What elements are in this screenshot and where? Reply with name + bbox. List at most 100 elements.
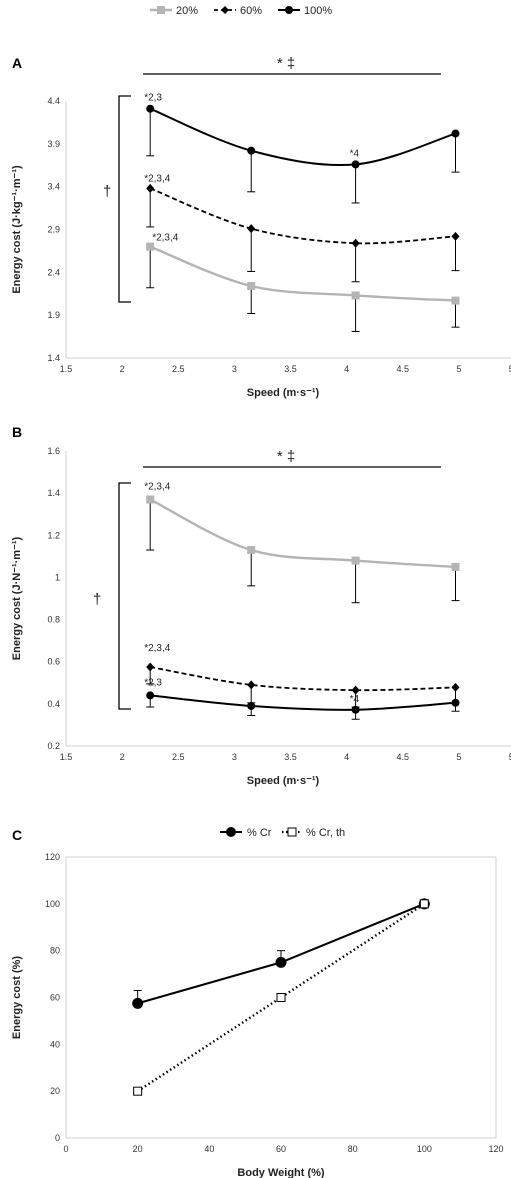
significance-bracket	[118, 95, 131, 303]
data-point	[146, 662, 155, 672]
data-point	[451, 231, 460, 241]
data-point	[132, 997, 144, 1009]
y-tick-label: 80	[50, 946, 60, 956]
panel-b-axes: 0.2 0.4 0.6 0.8 1 1.2 1.4 1.6 1.5 2 2.5 3 3.5 4 4.5 5 5.…	[11, 446, 511, 787]
x-tick-label: 100	[417, 1144, 432, 1154]
y-tick-label: 3.4	[47, 182, 60, 192]
y-tick-label: 1.4	[47, 488, 60, 498]
legend-label-100: 100%	[304, 5, 332, 17]
data-point	[351, 160, 360, 169]
y-tick-label: 1.4	[47, 353, 60, 363]
series-line-60-	[150, 666, 456, 692]
x-axis-title: Body Weight (%)	[237, 1167, 325, 1178]
x-tick-label: 5	[456, 364, 461, 374]
y-tick-label: 0.8	[47, 615, 60, 625]
significance-side: †	[93, 591, 101, 608]
panel-b-points	[146, 495, 460, 714]
y-tick-label: 0	[55, 1133, 60, 1143]
x-tick-label: 2	[120, 752, 125, 762]
panel-a-lines	[149, 107, 456, 302]
data-point	[351, 556, 360, 565]
x-tick-label: 120	[488, 1144, 503, 1154]
y-tick-label: 1.9	[47, 310, 60, 320]
x-tick-label: 5	[456, 752, 461, 762]
data-point	[247, 224, 256, 234]
legend-marker-square	[157, 6, 165, 14]
data-point	[351, 685, 360, 695]
y-tick-label: 0.4	[47, 699, 60, 709]
data-point	[146, 242, 155, 251]
y-tick-label: 20	[50, 1086, 60, 1096]
x-tick-label: 60	[276, 1144, 286, 1154]
x-tick-label: 3	[232, 364, 237, 374]
series-line-100-	[150, 694, 456, 711]
data-point	[451, 296, 460, 305]
panel-b-annotations: *2,3,4 *2,3,4 *2,3 *4	[144, 481, 359, 704]
legend-label-60: 60%	[240, 5, 262, 17]
significance-annotation: *2,3	[144, 677, 162, 688]
y-axis-title: Energy cost (J·N⁻¹·m⁻¹)	[11, 536, 23, 660]
panel-b-significance: * ‡ †	[93, 448, 441, 710]
data-point	[247, 282, 256, 291]
legend-marker-open-square	[287, 827, 297, 837]
panel-b-error-bars	[146, 499, 460, 720]
data-point	[146, 104, 155, 113]
y-tick-label: 1.2	[47, 530, 60, 540]
data-point	[247, 701, 256, 710]
x-tick-label: 2.5	[172, 364, 185, 374]
data-point	[351, 238, 360, 248]
x-tick-label: 4	[344, 752, 349, 762]
panel-label-a: A	[12, 55, 22, 71]
significance-annotation: *2,3,4	[144, 481, 171, 492]
data-point	[247, 680, 256, 690]
significance-annotation: *2,3,4	[152, 233, 179, 244]
data-point	[146, 183, 155, 193]
panel-c-error-bars	[133, 950, 285, 1004]
x-tick-label: 3.5	[284, 364, 297, 374]
legend-item-20: 20%	[150, 5, 198, 17]
data-point	[451, 698, 460, 707]
data-point	[451, 562, 460, 571]
x-tick-label: 4.5	[396, 752, 409, 762]
significance-side: †	[103, 183, 111, 200]
y-tick-label: 2.4	[47, 267, 60, 277]
data-point	[451, 682, 460, 692]
x-tick-label: 4	[344, 364, 349, 374]
legend-label-cr-th: % Cr, th	[306, 827, 345, 839]
panel-b-lines	[149, 498, 456, 711]
legend-marker-filled-circle	[226, 827, 236, 837]
significance-bracket	[118, 482, 131, 710]
y-axis-title: Energy cost (%)	[11, 956, 23, 1039]
x-tick-label: 3.5	[284, 752, 297, 762]
x-tick-label: 4.5	[396, 364, 409, 374]
x-tick-label: 80	[348, 1144, 358, 1154]
y-tick-label: 40	[50, 1039, 60, 1049]
data-point	[146, 691, 155, 700]
y-tick-label: 2.9	[47, 225, 60, 235]
data-point	[276, 993, 286, 1002]
y-tick-label: 4.4	[47, 96, 60, 106]
data-point	[247, 146, 256, 155]
significance-annotation: *2,3	[144, 93, 162, 104]
x-tick-label: 1.5	[60, 752, 73, 762]
x-tick-label: 20	[133, 1144, 143, 1154]
legend-item-60: 60%	[214, 5, 262, 17]
x-tick-label: 2.5	[172, 752, 185, 762]
panel-c-points	[132, 898, 430, 1096]
significance-top: * ‡	[277, 55, 295, 72]
data-point	[275, 956, 287, 968]
legend-top: 20% 60% 100%	[150, 5, 332, 17]
y-tick-label: 0.2	[47, 741, 60, 751]
x-tick-label: 2	[120, 364, 125, 374]
panel-a-error-bars	[146, 108, 460, 332]
y-tick-label: 3.9	[47, 139, 60, 149]
data-point	[351, 705, 360, 714]
y-tick-label: 60	[50, 993, 60, 1003]
y-axis-title: Energy cost (J·kg⁻¹·m⁻¹)	[11, 165, 23, 294]
x-tick-label: 0	[63, 1144, 68, 1154]
series-line-20-	[149, 498, 456, 569]
panel-label-b: B	[12, 424, 22, 440]
data-point	[351, 291, 360, 300]
x-tick-label: 40	[204, 1144, 214, 1154]
panel-a: A 1.4 1.9 2.4 2.9 3.4 3.9 4.4 1.5 2 2.5 3 3.5 4 4.5 5 5…	[11, 55, 511, 399]
